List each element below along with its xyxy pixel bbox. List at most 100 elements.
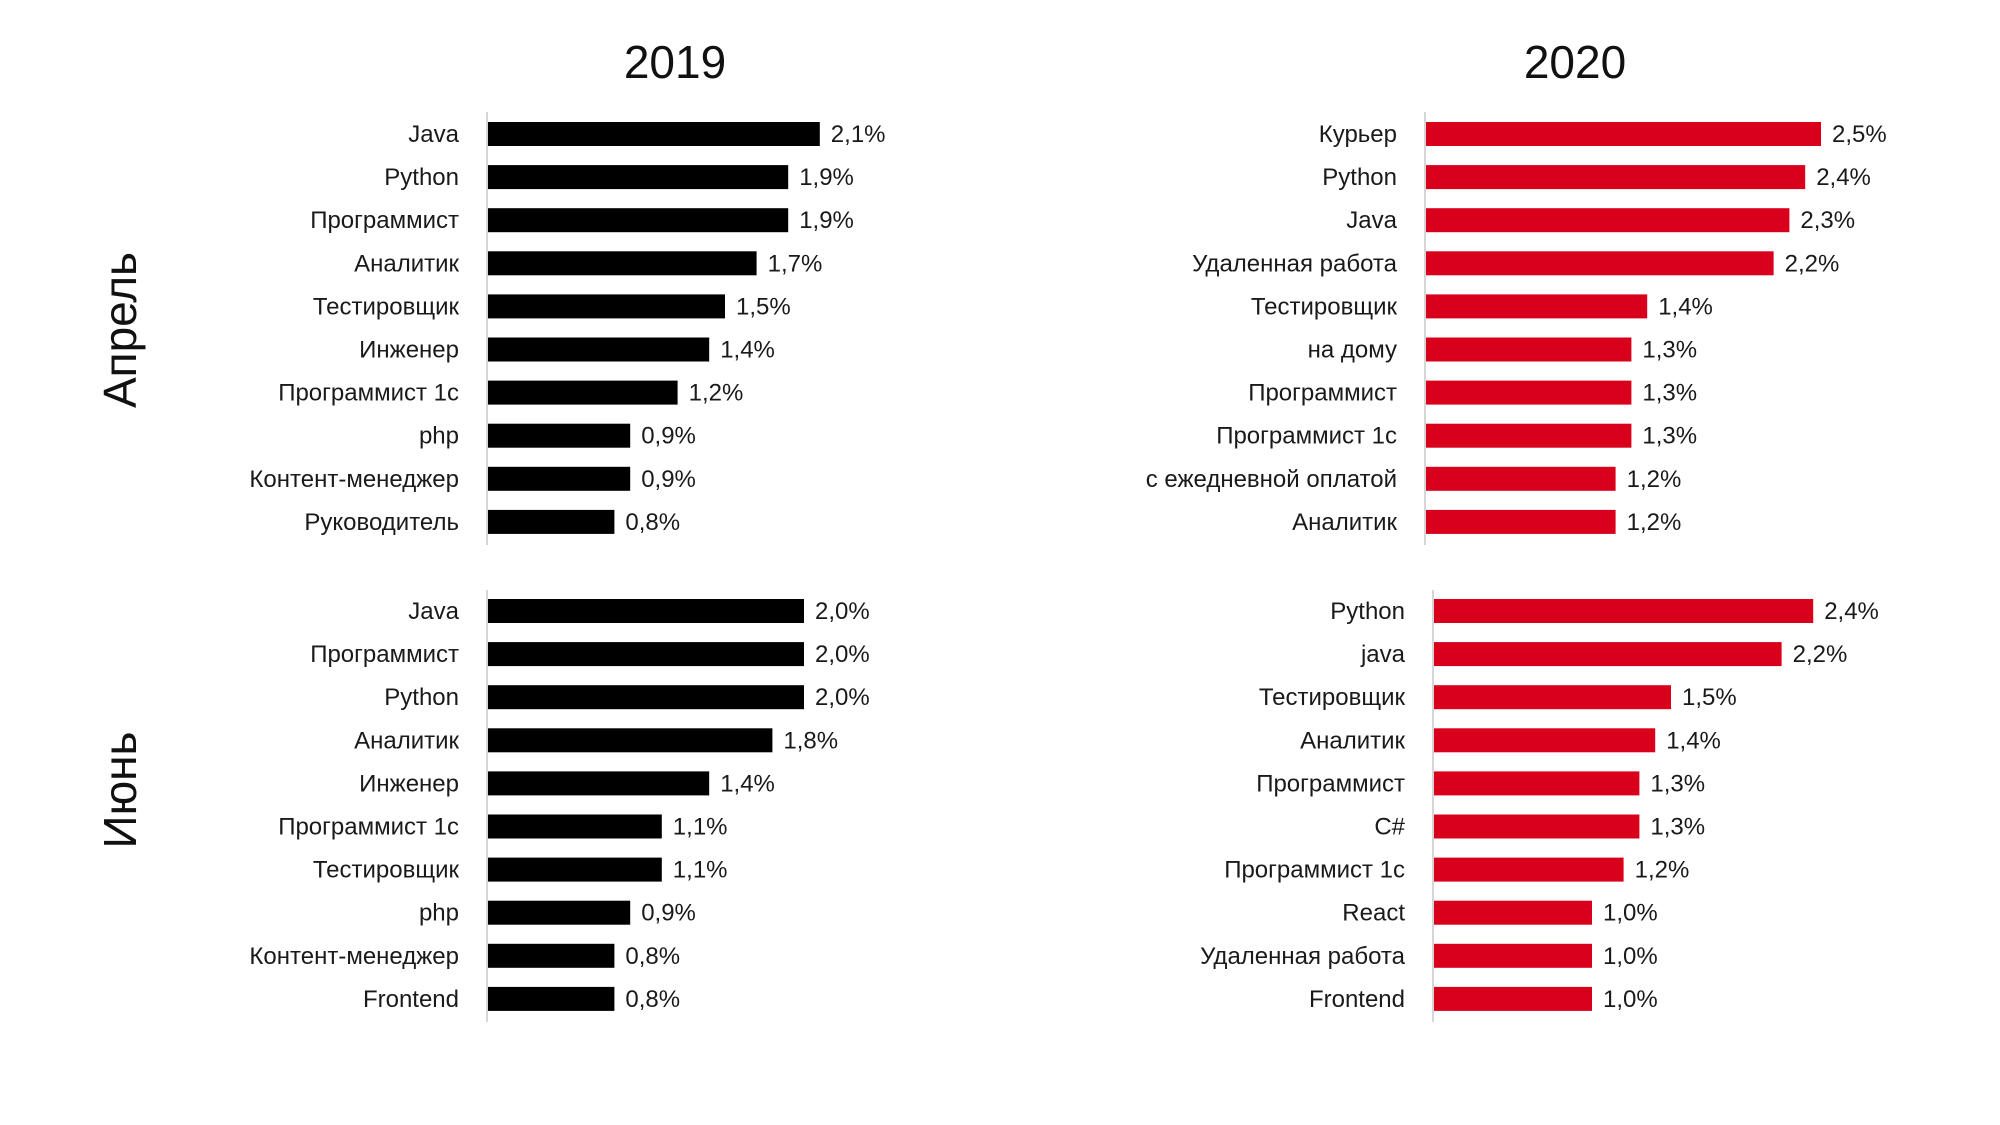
value-label: 1,3% [1642, 423, 1697, 450]
value-label: 2,1% [831, 121, 886, 148]
bar [1426, 208, 1790, 233]
category-label: Frontend [363, 986, 459, 1013]
value-label: 2,5% [1832, 121, 1887, 148]
value-label: 2,0% [815, 641, 870, 668]
bar [488, 685, 804, 710]
value-label: 2,0% [815, 684, 870, 711]
value-label: 0,8% [625, 509, 680, 536]
bar [488, 380, 678, 405]
bar [1434, 728, 1656, 753]
category-label: Аналитик [354, 727, 459, 754]
bar [1434, 642, 1782, 667]
bar [488, 208, 789, 233]
bar [1426, 337, 1632, 362]
value-label: 1,1% [673, 814, 728, 841]
category-label: php [419, 900, 459, 927]
value-label: 0,9% [641, 900, 696, 927]
category-label: Тестировщик [1259, 684, 1406, 711]
category-label: Инженер [359, 337, 459, 364]
value-label: 1,7% [768, 250, 823, 277]
value-label: 1,3% [1642, 380, 1697, 407]
category-label: java [1360, 641, 1406, 668]
category-label: Инженер [359, 770, 459, 797]
bar [488, 900, 631, 925]
value-label: 1,3% [1650, 814, 1705, 841]
bar [1426, 466, 1616, 491]
category-label: Java [408, 598, 459, 625]
bar [488, 986, 615, 1011]
bar [488, 337, 710, 362]
bar [1426, 294, 1648, 319]
bar [488, 423, 631, 448]
category-label: C# [1374, 814, 1405, 841]
category-label: Программист [1256, 770, 1405, 797]
category-label: Программист 1с [1216, 423, 1397, 450]
bar [1434, 771, 1640, 796]
bar [488, 599, 804, 623]
value-label: 1,2% [689, 380, 744, 407]
category-label: php [419, 423, 459, 450]
panel-2019-june: Java 2,0% Программист 2,0% Python 2,0% Аналити… [249, 590, 870, 1022]
value-label: 1,4% [720, 770, 775, 797]
value-label: 2,4% [1824, 598, 1879, 625]
bar [1434, 943, 1592, 968]
value-label: 1,0% [1603, 900, 1658, 927]
category-label: Аналитик [1300, 727, 1405, 754]
bar [488, 771, 710, 796]
category-label: Программист [1248, 380, 1397, 407]
value-label: 1,3% [1642, 337, 1697, 364]
value-label: 2,2% [1793, 641, 1848, 668]
value-label: 1,5% [736, 293, 791, 320]
bar [488, 509, 615, 534]
category-label: Программист [310, 207, 459, 234]
bar [1426, 423, 1632, 448]
value-label: 1,3% [1650, 770, 1705, 797]
bar [1426, 122, 1821, 146]
value-label: 2,0% [815, 598, 870, 625]
bar [488, 857, 662, 882]
panels: Java 2,1% Python 1,9% Программист 1,9% Аналити… [249, 112, 1887, 1022]
value-label: 1,9% [799, 164, 854, 191]
value-label: 1,4% [1658, 293, 1713, 320]
category-label: Контент-менеджер [249, 943, 459, 970]
value-label: 1,5% [1682, 684, 1737, 711]
category-label: Тестировщик [313, 857, 460, 884]
bar [1426, 165, 1806, 190]
value-label: 1,2% [1627, 509, 1682, 536]
category-label: Руководитель [304, 509, 459, 536]
panel-2020-april: Курьер 2,5% Python 2,4% Java 2,3% Удаленная ра… [1146, 112, 1887, 545]
value-label: 1,1% [673, 857, 728, 884]
value-label: 0,9% [641, 466, 696, 493]
value-label: 1,8% [783, 727, 838, 754]
category-label: Тестировщик [1251, 293, 1398, 320]
bar [488, 728, 773, 753]
category-label: Python [1330, 598, 1405, 625]
bar [488, 294, 725, 319]
category-label: React [1342, 900, 1405, 927]
category-label: с ежедневной оплатой [1146, 466, 1397, 493]
bar [488, 814, 662, 839]
category-label: Python [1322, 164, 1397, 191]
row-label-april: Апрель [94, 252, 146, 408]
value-label: 1,4% [1666, 727, 1721, 754]
value-label: 0,9% [641, 423, 696, 450]
bar [1434, 814, 1640, 839]
category-label: Программист 1с [278, 380, 459, 407]
category-label: Курьер [1319, 121, 1397, 148]
category-label: Программист 1с [1224, 857, 1405, 884]
category-label: Python [384, 164, 459, 191]
category-label: Frontend [1309, 986, 1405, 1013]
category-label: на дому [1308, 337, 1397, 364]
value-label: 1,0% [1603, 986, 1658, 1013]
bar [488, 642, 804, 667]
category-label: Python [384, 684, 459, 711]
category-label: Аналитик [354, 250, 459, 277]
bar [488, 943, 615, 968]
value-label: 1,9% [799, 207, 854, 234]
column-title-2019: 2019 [624, 36, 726, 88]
column-title-2020: 2020 [1524, 36, 1626, 88]
bar [1434, 599, 1814, 623]
bar [488, 251, 757, 276]
bar [488, 122, 820, 146]
